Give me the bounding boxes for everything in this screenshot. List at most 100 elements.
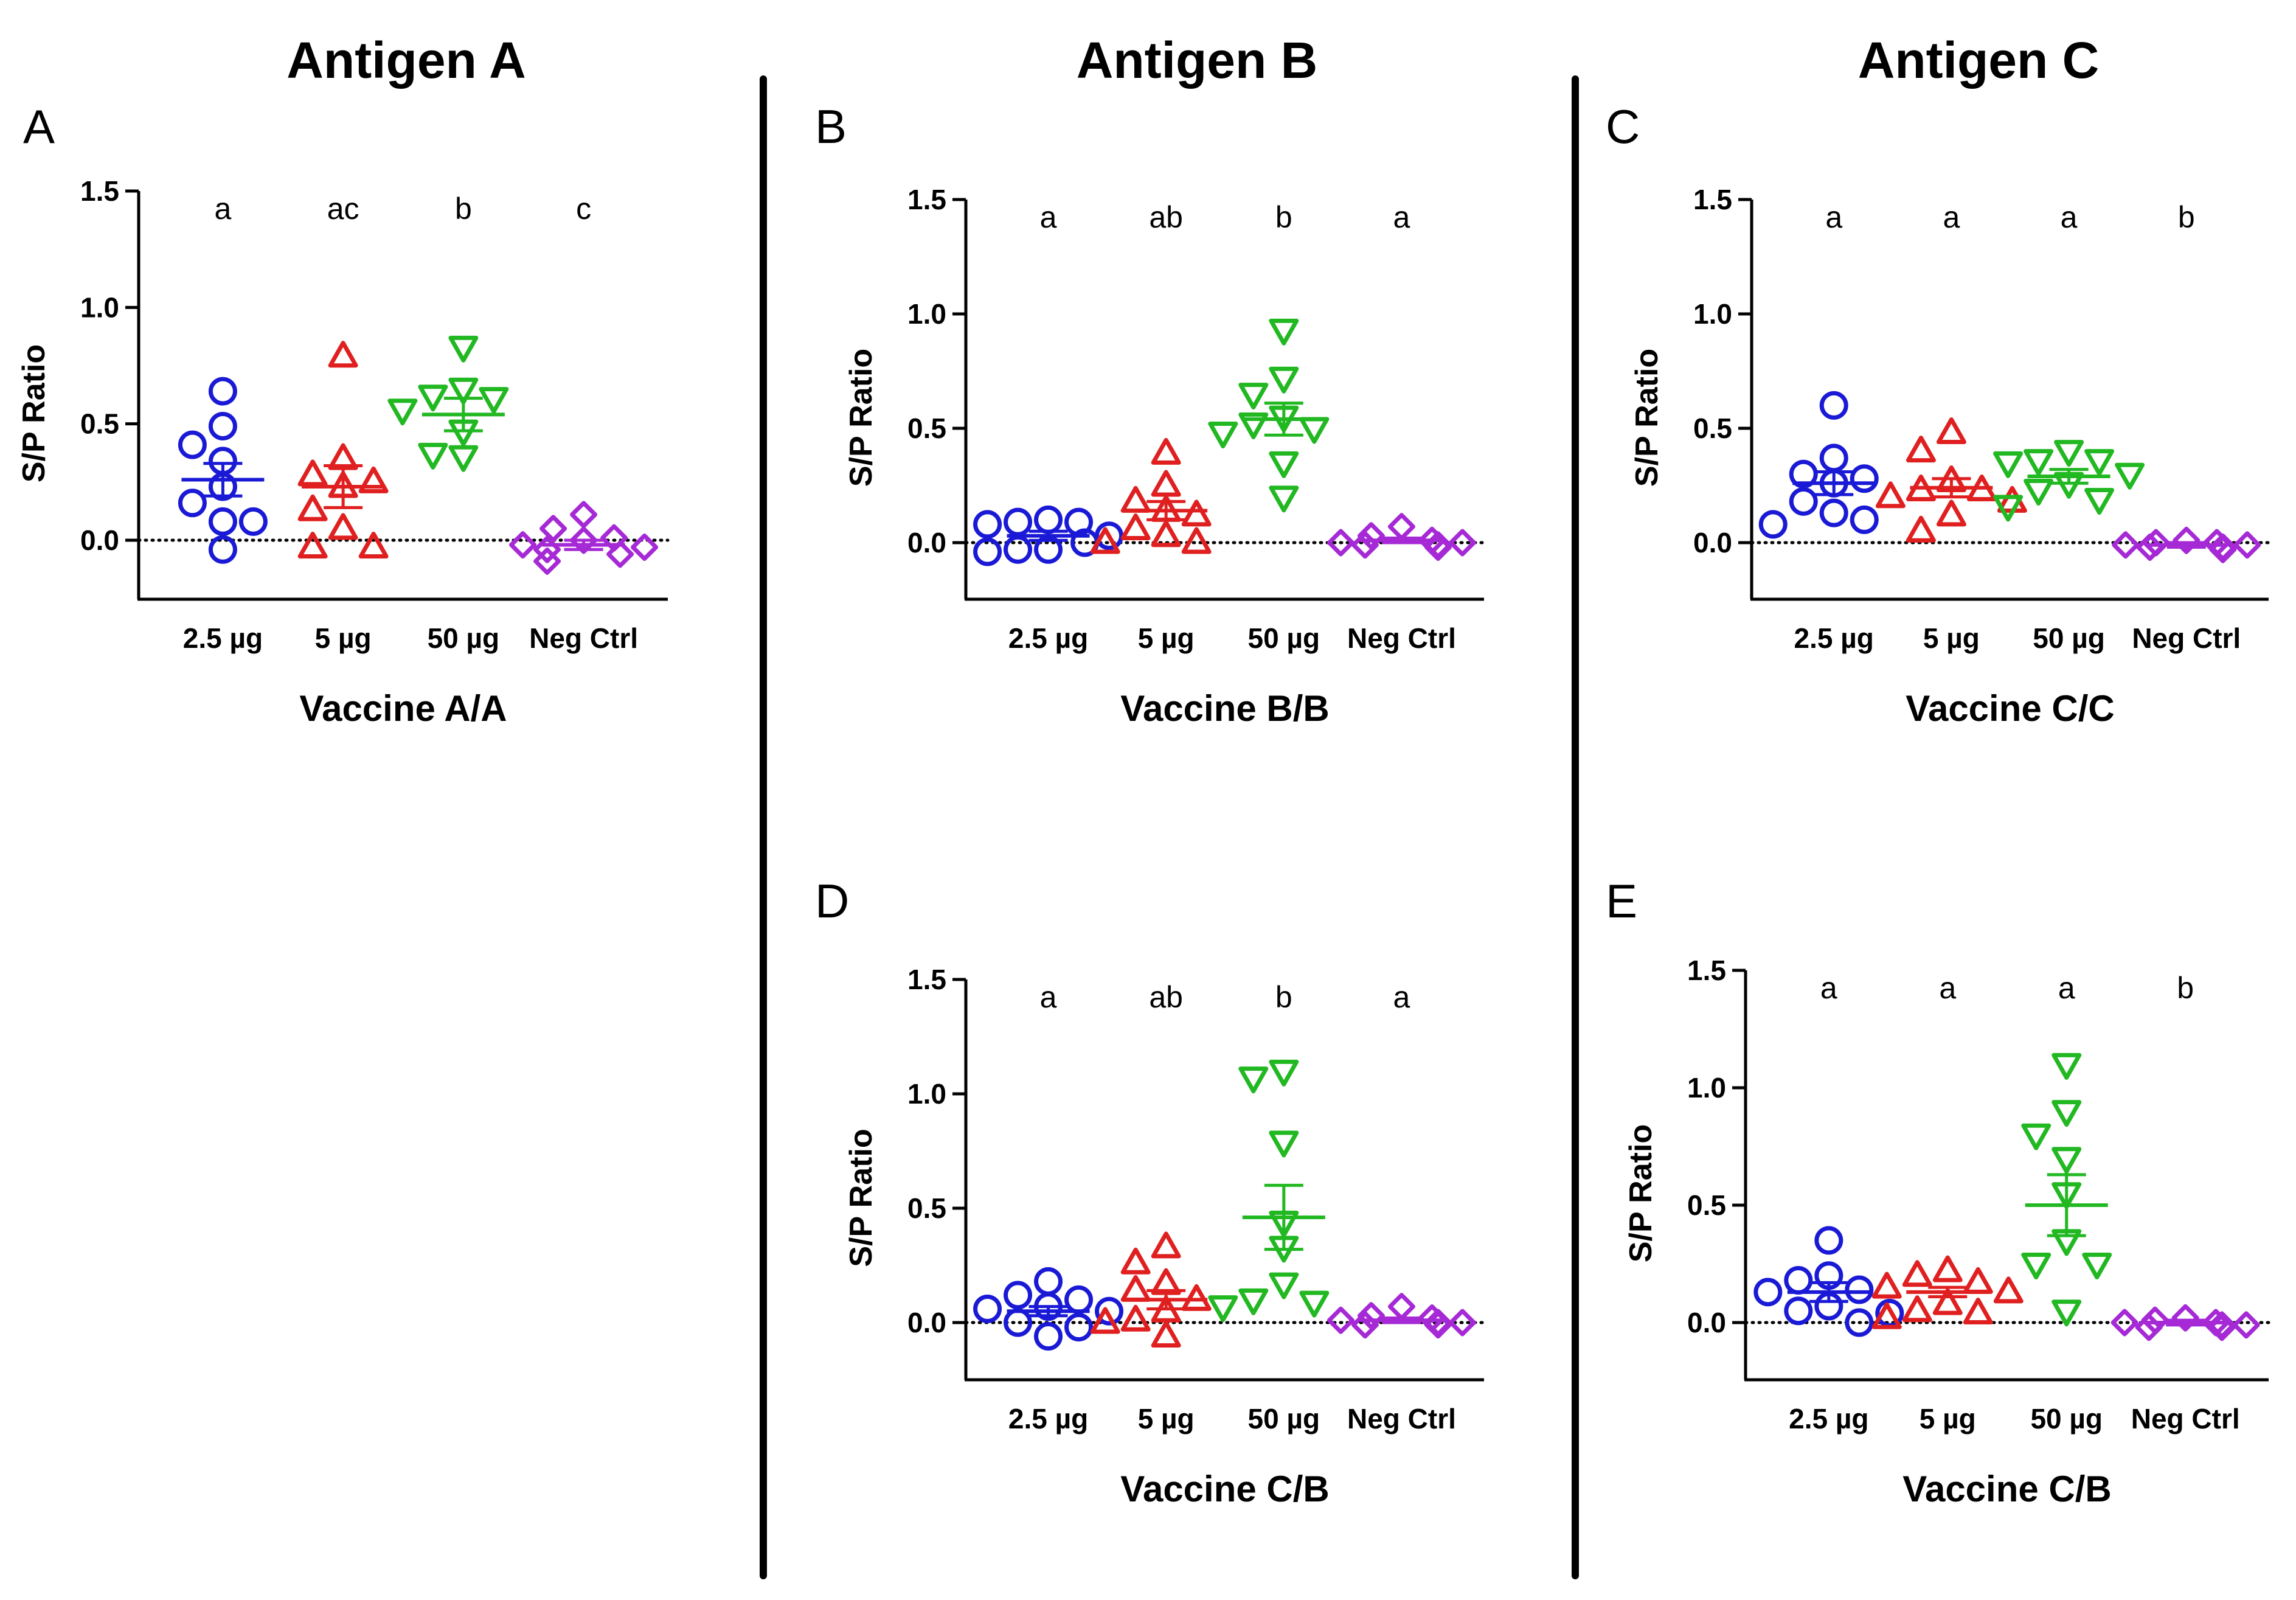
panel-a-point-2-5-ug [178, 489, 207, 518]
panel-c-y-tick-label: 0.0 [1693, 527, 1732, 558]
panel-e-point-2-5-ug [1784, 1296, 1813, 1326]
panel-c-point-2-5-ug [1819, 443, 1848, 473]
panel-a-point-neg-ctrl [631, 533, 659, 561]
panel-d-point-50-ug [1299, 1290, 1330, 1318]
panel-e-point-5-ug [1902, 1295, 1932, 1323]
panel-e-point-5-ug [1932, 1255, 1963, 1282]
panel-b-x-tick-label-5-ug: 5 µg [1138, 622, 1195, 654]
panel-c-x-tick-label-2-5-ug: 2.5 µg [1794, 622, 1874, 654]
panel-d-point-2-5-ug [1064, 1285, 1094, 1314]
panel-b-point-neg-ctrl [1448, 529, 1476, 557]
panel-a-point-2-5-ug [208, 535, 237, 564]
panel-e-point-neg-ctrl [2110, 1309, 2138, 1337]
panel-a-point-neg-ctrl [570, 526, 598, 554]
panel-d-x-tick-label-50-ug: 50 µg [1248, 1403, 1320, 1435]
panel-e-point-neg-ctrl [2232, 1311, 2260, 1339]
panel-b-point-50-ug [1269, 451, 1299, 478]
panel-c-point-2-5-ug [1850, 464, 1879, 493]
panel-b-point-2-5-ug [1034, 505, 1063, 534]
panel-c-point-50-ug [1993, 495, 2024, 522]
panel-b-point-50-ug [1238, 412, 1269, 439]
panel-c-point-50-ug [2024, 479, 2054, 506]
panel-d-point-2-5-ug [1034, 1267, 1063, 1296]
panel-b-point-neg-ctrl [1424, 534, 1452, 562]
panel-e-x-tick-label-2-5-ug: 2.5 µg [1789, 1403, 1868, 1435]
panel-a-y-tick-label: 0.5 [80, 408, 119, 440]
panel-e-point-5-ug [1993, 1276, 2024, 1304]
panel-b-point-5-ug [1120, 513, 1151, 540]
panel-e-point-50-ug [2051, 1299, 2082, 1327]
panel-b-y-axis-label: S/P Ratio [844, 349, 879, 487]
panel-d-point-5-ug [1120, 1304, 1151, 1332]
panel-c-y-tick-label: 1.5 [1693, 184, 1732, 215]
panel-c-x-tick-label-neg-ctrl: Neg Ctrl [2132, 622, 2241, 654]
panel-b-point-50-ug [1269, 366, 1299, 394]
panel-e-point-2-5-ug [1814, 1226, 1843, 1255]
panel-d-point-5-ug [1181, 1284, 1212, 1311]
panel-c-point-neg-ctrl [2112, 531, 2140, 559]
panel-d-y-tick-label: 1.0 [907, 1078, 946, 1110]
panel-a-point-5-ug [358, 531, 389, 558]
panel-e-letter: E [1606, 874, 1637, 928]
panel-b-point-2-5-ug [1004, 507, 1033, 537]
panel-a-point-2-5-ug [208, 507, 237, 536]
panel-a-y-tick-label: 1.5 [80, 175, 119, 207]
panel-e-y-tick-label: 0.0 [1687, 1307, 1726, 1338]
panel-a-significance-5-ug: ac [327, 192, 359, 226]
panel-a-significance-2-5-ug: a [215, 192, 232, 226]
panel-b-point-2-5-ug [973, 537, 1002, 566]
panel-a-point-2-5-ug [208, 377, 237, 406]
panel-a: A 0.0 0.5 1.0 1.5 S/P Ratio Vaccine A/A 2.5 µg a… [16, 100, 670, 729]
panel-c-y-axis-label: S/P Ratio [1629, 349, 1665, 487]
panel-d-x-tick-label-2-5-ug: 2.5 µg [1008, 1403, 1088, 1435]
panel-c: C 0.0 0.5 1.0 1.5 S/P Ratio Vaccine C/C 2.5 µg a… [1606, 100, 2270, 729]
panel-a-point-50-ug [479, 387, 509, 414]
panel-b: B 0.0 0.5 1.0 1.5 S/P Ratio Vaccine B/B 2.5 µg a… [815, 100, 1486, 729]
panel-b-x-axis-label: Vaccine B/B [1120, 688, 1330, 729]
panel-d: D 0.0 0.5 1.0 1.5 S/P Ratio Vaccine C/B 2.5 µg a… [815, 874, 1486, 1509]
panel-c-point-2-5-ug [1819, 391, 1848, 420]
panel-e-x-axis-label: Vaccine C/B [1902, 1469, 2112, 1509]
panel-a-point-5-ug [297, 459, 328, 487]
panel-e-point-2-5-ug [1753, 1278, 1783, 1307]
panel-e-significance-5-ug: a [1939, 971, 1956, 1005]
panel-a-point-50-ug [448, 335, 479, 363]
panel-d-y-tick-label: 0.5 [907, 1192, 946, 1224]
panel-c-significance-50-ug: a [2061, 200, 2078, 234]
panel-a-significance-neg-ctrl: c [576, 192, 591, 226]
panel-d-y-axis-label: S/P Ratio [844, 1129, 879, 1267]
panel-e-point-5-ug [1902, 1260, 1932, 1287]
panel-d-point-neg-ctrl [1327, 1306, 1354, 1334]
panel-e-x-tick-label-5-ug: 5 µg [1920, 1403, 1976, 1435]
panel-d-point-50-ug [1269, 1130, 1299, 1158]
panel-c-point-2-5-ug [1758, 510, 1788, 539]
panel-c-letter: C [1606, 100, 1640, 153]
panel-b-point-50-ug [1238, 383, 1269, 410]
panel-d-point-5-ug [1151, 1321, 1181, 1348]
panel-b-point-neg-ctrl [1357, 522, 1385, 550]
column-title-antigen-b: Antigen B [1077, 32, 1318, 89]
panel-d-point-5-ug [1151, 1231, 1181, 1259]
panel-e-significance-neg-ctrl: b [2177, 971, 2194, 1005]
panel-a-x-tick-label-2-5-ug: 2.5 µg [183, 622, 263, 654]
panel-e-x-tick-label-neg-ctrl: Neg Ctrl [2131, 1403, 2240, 1435]
panel-b-point-5-ug [1181, 499, 1212, 527]
panel-a-point-5-ug [297, 494, 328, 521]
panel-d-significance-neg-ctrl: a [1393, 980, 1410, 1014]
panel-e-significance-50-ug: a [2058, 971, 2075, 1005]
panel-a-y-axis-label: S/P Ratio [16, 344, 52, 482]
panel-a-point-50-ug [418, 384, 448, 412]
panel-c-point-neg-ctrl [2173, 526, 2201, 554]
panel-a-point-50-ug [448, 377, 479, 405]
panel-c-point-2-5-ug [1850, 505, 1879, 534]
panel-c-x-tick-label-50-ug: 50 µg [2033, 622, 2105, 654]
panel-b-point-50-ug [1269, 318, 1299, 346]
panel-a-x-tick-label-5-ug: 5 µg [315, 622, 372, 654]
panel-e-point-50-ug [2051, 1100, 2082, 1127]
panel-e-point-5-ug [1963, 1267, 1993, 1294]
panel-b-letter: B [815, 100, 847, 153]
panel-a-point-2-5-ug [178, 430, 207, 459]
panel-b-significance-2-5-ug: a [1040, 200, 1057, 234]
panel-b-point-5-ug [1090, 527, 1120, 554]
